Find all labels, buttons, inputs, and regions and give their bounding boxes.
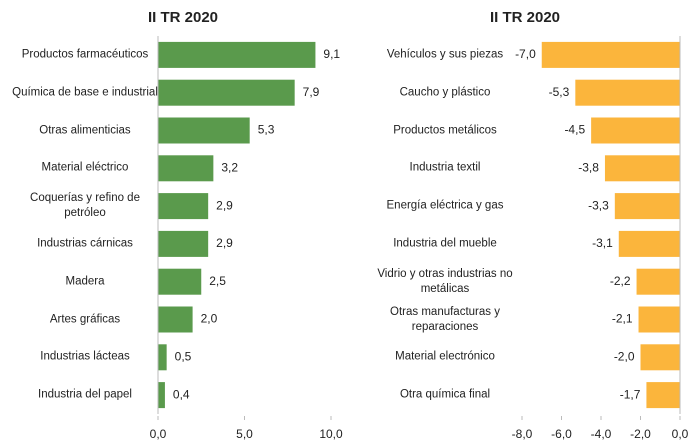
bar [158, 79, 295, 106]
value-label: -2,2 [610, 274, 631, 288]
bar [618, 230, 680, 257]
bar [158, 268, 202, 295]
category-label: Industrias cárnicas [37, 237, 133, 250]
category-label: Otras manufacturas y reparaciones [390, 305, 500, 333]
value-label: -1,7 [620, 387, 641, 401]
category-label: Madera [65, 275, 105, 288]
chart-title: II TR 2020 [490, 9, 560, 26]
category-label: Productos farmacéuticos [21, 48, 149, 61]
bar [646, 382, 680, 409]
value-label: -4,5 [564, 123, 585, 137]
value-label: 2,9 [216, 236, 233, 250]
value-label: 2,5 [209, 274, 226, 288]
bar [604, 155, 680, 182]
x-tick-label: 0,0 [150, 427, 167, 441]
x-tick-label: 5,0 [236, 427, 253, 441]
bar [158, 306, 193, 333]
bar [158, 155, 214, 182]
bar [636, 268, 680, 295]
bar [158, 117, 250, 144]
bar [614, 193, 680, 220]
x-tick-label: 0,0 [672, 427, 689, 441]
bar [541, 41, 680, 68]
value-label: -3,3 [588, 198, 609, 212]
category-label: Energía eléctrica y gas [386, 199, 504, 212]
x-tick-label: 10,0 [319, 427, 343, 441]
category-label: Industrias lácteas [40, 350, 130, 363]
value-label: 2,9 [216, 198, 233, 212]
category-label: Industria del mueble [393, 237, 497, 250]
value-label: 0,4 [173, 387, 190, 401]
x-tick-label: -4,0 [591, 427, 612, 441]
x-tick-label: -8,0 [512, 427, 533, 441]
value-label: -5,3 [549, 85, 570, 99]
category-label: Material electrónico [395, 350, 495, 363]
category-label: Otras alimenticias [39, 124, 131, 136]
bar [158, 193, 209, 220]
chart-title: II TR 2020 [148, 9, 218, 26]
category-label: Coquerías y refino de petróleo [30, 192, 140, 220]
value-label: -3,8 [578, 160, 599, 174]
bar [158, 344, 167, 371]
bar [158, 230, 209, 257]
value-label: 2,0 [201, 312, 218, 326]
value-label: 3,2 [221, 160, 238, 174]
value-label: -3,1 [592, 236, 613, 250]
bar [158, 382, 165, 409]
category-label: Material eléctrico [41, 161, 129, 174]
value-label: 5,3 [258, 123, 275, 137]
bar [591, 117, 680, 144]
value-label: -7,0 [515, 47, 536, 61]
category-label: Vidrio y otras industrias no metálicas [377, 267, 513, 295]
category-label: Industria textil [409, 161, 481, 174]
category-label: Otra química final [399, 388, 491, 401]
value-label: -2,1 [612, 312, 633, 326]
category-label: Industria del papel [38, 388, 132, 401]
value-label: 9,1 [323, 47, 340, 61]
bar [640, 344, 680, 371]
category-label: Productos metálicos [393, 124, 497, 136]
x-tick-label: -6,0 [551, 427, 572, 441]
category-label: Vehículos y sus piezas [386, 48, 504, 61]
category-label: Química de base e industrial [12, 86, 158, 99]
value-label: 0,5 [175, 349, 192, 363]
category-label: Caucho y plástico [399, 86, 491, 99]
bar [158, 41, 316, 68]
bar [638, 306, 680, 333]
bar [575, 79, 680, 106]
value-label: 7,9 [303, 85, 320, 99]
value-label: -2,0 [614, 349, 635, 363]
x-tick-label: -2,0 [630, 427, 651, 441]
category-label: Artes gráficas [49, 313, 121, 325]
